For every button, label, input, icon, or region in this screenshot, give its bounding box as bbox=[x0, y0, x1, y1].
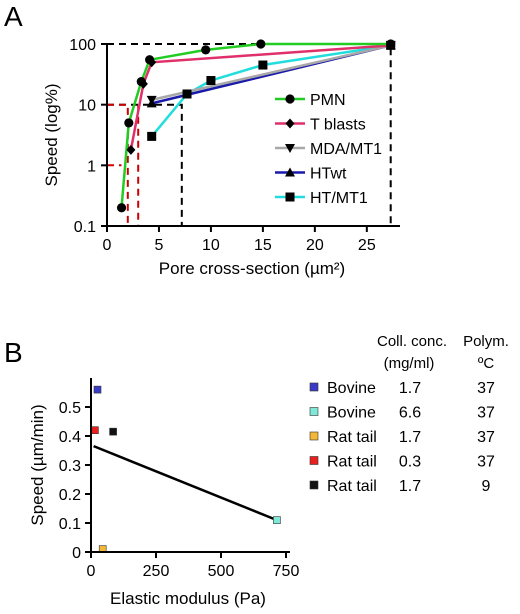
panel-b-x-axis-label: Elastic modulus (Pa) bbox=[110, 589, 266, 608]
table-source-3: Rat tail bbox=[327, 454, 377, 471]
legend-marker-htwt bbox=[285, 167, 295, 177]
panel-b-ticks: 0 250 500 750 0 0.1 0.2 0.3 0.4 0.5 bbox=[59, 400, 300, 580]
x-tick-label-1: 5 bbox=[155, 237, 164, 254]
legend-marker-t-blasts bbox=[285, 118, 295, 129]
table-conc-3: 0.3 bbox=[399, 454, 421, 471]
legend-label-pmn: PMN bbox=[310, 92, 346, 109]
data-point-ht-mt1-2 bbox=[206, 76, 216, 86]
data-point-t-blasts-0 bbox=[126, 144, 136, 155]
data-point-pmn-4 bbox=[201, 45, 211, 55]
table-conc-4: 1.7 bbox=[399, 478, 421, 495]
reference-line-2 bbox=[107, 103, 129, 226]
panel-a-x-axis-label: Pore cross-section (µm²) bbox=[159, 259, 345, 278]
b-y-tick-label-2: 0.2 bbox=[59, 487, 81, 504]
table-header-polym-line1: Polym. bbox=[463, 333, 509, 350]
panel-b-y-axis-label: Speed (µm/min) bbox=[28, 404, 47, 525]
table-header-conc-line2: (mg/ml) bbox=[384, 355, 435, 372]
panel-a-label: A bbox=[4, 1, 23, 32]
table-polym-2: 37 bbox=[477, 429, 495, 446]
b-x-tick-label-0: 0 bbox=[87, 563, 96, 580]
x-tick-label-5: 25 bbox=[358, 237, 376, 254]
data-point-pmn-2 bbox=[136, 77, 146, 87]
data-point-pmn-6 bbox=[386, 39, 396, 49]
b-y-tick-label-3: 0.3 bbox=[59, 458, 81, 475]
legend-label-htwt: HTwt bbox=[310, 166, 347, 183]
panel-b-legend-table: Bovine 1.7 37 Bovine 6.6 37 Rat tail 1.7 37 Rat t… bbox=[309, 380, 495, 495]
table-polym-0: 37 bbox=[477, 380, 495, 397]
x-tick-label-3: 15 bbox=[254, 237, 272, 254]
panel-b-points bbox=[91, 385, 281, 553]
data-point-ht-mt1-3 bbox=[258, 60, 268, 70]
reference-line-1 bbox=[107, 103, 183, 226]
table-swatch-4 bbox=[309, 480, 319, 490]
scatter-point-3 bbox=[91, 426, 99, 435]
y-tick-label-1: 1 bbox=[87, 158, 96, 175]
x-tick-label-0: 0 bbox=[103, 237, 112, 254]
table-swatch-3 bbox=[309, 456, 319, 465]
b-x-tick-label-2: 500 bbox=[208, 563, 235, 580]
table-swatch-1 bbox=[309, 407, 319, 416]
scatter-point-1 bbox=[273, 516, 281, 524]
legend-marker-pmn bbox=[285, 94, 295, 104]
table-source-2: Rat tail bbox=[327, 429, 377, 446]
table-polym-4: 9 bbox=[482, 478, 491, 495]
data-point-mda-mt1-0 bbox=[146, 95, 157, 105]
series-line-t-blasts bbox=[129, 44, 391, 151]
b-x-tick-label-1: 250 bbox=[143, 563, 170, 580]
x-tick-label-4: 20 bbox=[306, 237, 324, 254]
data-point-pmn-3 bbox=[145, 55, 155, 65]
data-point-pmn-0 bbox=[116, 203, 127, 213]
panel-a-ticks: 0 5 10 15 20 25 0.1 1 10 100 bbox=[69, 37, 376, 254]
b-x-tick-label-3: 750 bbox=[273, 563, 300, 580]
x-tick-label-2: 10 bbox=[202, 237, 220, 254]
table-source-4: Rat tail bbox=[327, 478, 377, 495]
table-conc-2: 1.7 bbox=[399, 429, 421, 446]
legend-marker-ht-mt1 bbox=[285, 192, 295, 202]
b-y-tick-label-4: 0.4 bbox=[59, 429, 81, 446]
table-header-polym-line2: ºC bbox=[478, 355, 494, 372]
panel-a-series bbox=[116, 39, 396, 213]
legend-label-ht-mt1: HT/MT1 bbox=[310, 190, 368, 207]
table-source-1: Bovine bbox=[327, 405, 376, 422]
data-point-pmn-5 bbox=[256, 39, 266, 49]
table-header-conc-line1: Coll. conc. bbox=[377, 333, 447, 350]
legend-marker-mda-mt1 bbox=[285, 144, 295, 153]
panel-a-legend: PMN T blasts MDA/MT1 HTwt HT/MT1 bbox=[275, 92, 382, 207]
panel-a-reference-lines bbox=[107, 43, 392, 226]
b-y-tick-label-0: 0 bbox=[72, 545, 81, 562]
scatter-point-0 bbox=[93, 385, 102, 394]
table-conc-0: 1.7 bbox=[399, 380, 421, 397]
series-line-mda-mt1 bbox=[151, 44, 391, 102]
table-swatch-0 bbox=[309, 382, 319, 392]
data-point-ht-mt1-0 bbox=[147, 131, 157, 141]
y-tick-label-0: 0.1 bbox=[74, 219, 96, 236]
legend-label-mda-mt1: MDA/MT1 bbox=[310, 141, 382, 158]
panel-b-label: B bbox=[4, 337, 23, 368]
b-y-tick-label-5: 0.5 bbox=[59, 400, 81, 417]
panel-a-y-axis-label: Speed (log%) bbox=[42, 83, 61, 186]
scatter-point-4 bbox=[109, 427, 117, 436]
table-source-0: Bovine bbox=[327, 380, 376, 397]
table-conc-1: 6.6 bbox=[399, 405, 421, 422]
regression-line bbox=[93, 444, 278, 522]
legend-label-t-blasts: T blasts bbox=[310, 117, 366, 134]
table-polym-1: 37 bbox=[477, 405, 495, 422]
panel-b-regression bbox=[93, 444, 278, 522]
data-point-pmn-1 bbox=[124, 118, 134, 128]
y-tick-label-3: 100 bbox=[69, 37, 96, 54]
table-swatch-2 bbox=[309, 431, 319, 441]
b-y-tick-label-1: 0.1 bbox=[59, 516, 81, 533]
table-polym-3: 37 bbox=[477, 454, 495, 471]
data-point-ht-mt1-1 bbox=[182, 89, 192, 99]
y-tick-label-2: 10 bbox=[78, 98, 96, 115]
